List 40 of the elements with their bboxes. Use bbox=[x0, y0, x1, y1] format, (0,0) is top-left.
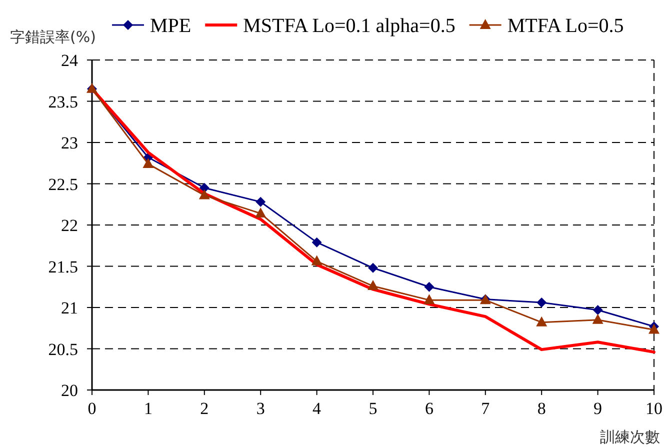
y-tick-label: 20.5 bbox=[48, 340, 78, 359]
y-tick-label: 21.5 bbox=[48, 257, 78, 276]
point bbox=[311, 255, 322, 266]
x-tick-label: 9 bbox=[594, 399, 602, 418]
point bbox=[312, 237, 322, 248]
y-tick-label: 22 bbox=[61, 216, 78, 235]
x-tick-label: 0 bbox=[88, 399, 96, 418]
y-tick-label: 24 bbox=[61, 51, 78, 70]
y-tick-label: 20 bbox=[61, 381, 78, 400]
point bbox=[424, 294, 435, 304]
legend-label: MSTFA Lo=0.1 alpha=0.5 bbox=[243, 15, 456, 37]
x-tick-label: 3 bbox=[256, 399, 265, 418]
legend-label: MTFA Lo=0.5 bbox=[507, 15, 624, 37]
point bbox=[424, 282, 434, 292]
legend-label: MPE bbox=[150, 15, 192, 37]
point bbox=[198, 189, 210, 200]
x-tick-label: 1 bbox=[144, 399, 152, 418]
point bbox=[592, 314, 604, 324]
y-tick-label: 22.5 bbox=[48, 174, 78, 194]
point bbox=[536, 316, 548, 326]
point bbox=[536, 298, 547, 308]
point bbox=[256, 196, 266, 207]
y-tick-label: 21 bbox=[61, 298, 78, 318]
x-tick-label: 6 bbox=[424, 399, 434, 418]
x-tick-label: 10 bbox=[646, 399, 662, 418]
point bbox=[142, 158, 154, 168]
x-tick-label: 5 bbox=[368, 399, 378, 418]
x-tick-label: 4 bbox=[312, 399, 322, 418]
point bbox=[592, 304, 603, 315]
x-tick-label: 8 bbox=[537, 399, 546, 418]
y-tick-label: 23.5 bbox=[48, 92, 78, 112]
x-tick-label: 7 bbox=[481, 399, 490, 418]
y-tick-label: 23 bbox=[61, 134, 78, 152]
point bbox=[648, 324, 660, 334]
point bbox=[255, 207, 266, 218]
x-axis-title: 訓練次數 bbox=[600, 428, 660, 446]
point bbox=[368, 262, 378, 273]
y-axis-title: 字錯誤率(%) bbox=[10, 28, 96, 46]
point bbox=[368, 280, 378, 290]
x-tick-label: 2 bbox=[200, 399, 209, 418]
